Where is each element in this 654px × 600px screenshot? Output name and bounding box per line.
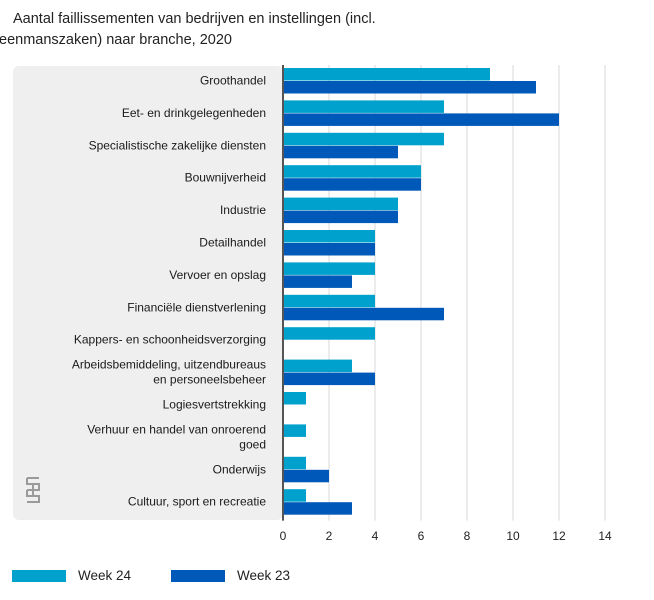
category-label: Financiële dienstverlening	[127, 300, 266, 314]
bar-week23	[283, 81, 536, 94]
x-tick-label: 0	[280, 529, 287, 543]
category-label: Industrie	[220, 203, 266, 217]
category-label: Onderwijs	[213, 462, 266, 476]
category-label: Bouwnijverheid	[185, 171, 266, 185]
bar-week23	[283, 210, 398, 224]
bar-week24	[283, 456, 306, 470]
bar-week24	[283, 230, 375, 243]
bar-week24	[283, 392, 306, 405]
legend-label-week23: Week 23	[237, 568, 291, 583]
x-tick-label: 14	[598, 529, 612, 543]
bar-week23	[283, 469, 329, 483]
bar-week23	[283, 275, 352, 288]
bar-week24	[283, 489, 306, 502]
bar-week24	[283, 100, 444, 113]
category-label: Verhuur en handel van onroerend	[87, 422, 266, 436]
x-tick-label: 12	[552, 529, 566, 543]
label-panel	[13, 66, 283, 520]
category-label: Groothandel	[200, 74, 266, 88]
bar-week24	[283, 132, 444, 146]
legend-label-week24: Week 24	[78, 568, 132, 583]
category-label: Specialistische zakelijke diensten	[89, 138, 266, 152]
bar-week23	[283, 372, 375, 386]
category-label: goed	[239, 437, 266, 451]
bar-week24	[283, 68, 490, 81]
category-label: Arbeidsbemiddeling, uitzendbureaus	[72, 358, 266, 372]
legend-item-week23[interactable]: Week 23	[171, 568, 290, 583]
x-tick-label: 2	[326, 529, 333, 543]
category-label: Cultuur, sport en recreatie	[128, 495, 266, 509]
category-label: Vervoer en opslag	[169, 268, 266, 282]
category-label: Detailhandel	[199, 236, 266, 250]
chart-title-line-2: eenmanszaken) naar branche, 2020	[0, 32, 232, 48]
x-tick-label: 10	[506, 529, 520, 543]
bar-week23	[283, 113, 559, 126]
bar-week24	[283, 165, 421, 178]
category-label: en personeelsbeheer	[153, 373, 266, 387]
category-label: Kappers- en schoonheidsverzorging	[74, 333, 266, 347]
chart-title-line-1: Aantal faillissementen van bedrijven en …	[13, 11, 376, 27]
chart-title: Aantal faillissementen van bedrijven en …	[0, 9, 650, 51]
x-tick-label: 8	[464, 529, 471, 543]
legend: Week 24 Week 23	[12, 568, 290, 583]
legend-item-week24[interactable]: Week 24	[12, 568, 131, 583]
x-tick-label: 4	[372, 529, 379, 543]
bar-week23	[283, 178, 421, 191]
cbs-logo-icon	[26, 477, 40, 503]
bar-week24	[283, 262, 375, 275]
category-label: Eet- en drinkgelegenheden	[122, 106, 266, 120]
bar-chart: 0 2 4 6 8 10 12 14 Groothandel Eet- en drinkgeleg…	[13, 65, 612, 543]
bar-week24	[283, 294, 375, 308]
x-tick-label: 6	[418, 529, 425, 543]
bar-week23	[283, 502, 352, 515]
category-label: Logiesvertstrekking	[163, 398, 266, 412]
bar-week24	[283, 327, 375, 340]
legend-swatch-week23	[171, 569, 226, 582]
bar-week23	[283, 145, 398, 159]
bar-week24	[283, 424, 306, 437]
legend-swatch-week24	[12, 569, 66, 582]
bar-week24	[283, 197, 398, 211]
bar-week24	[283, 359, 352, 373]
bar-week23	[283, 307, 444, 321]
bar-week23	[283, 243, 375, 256]
